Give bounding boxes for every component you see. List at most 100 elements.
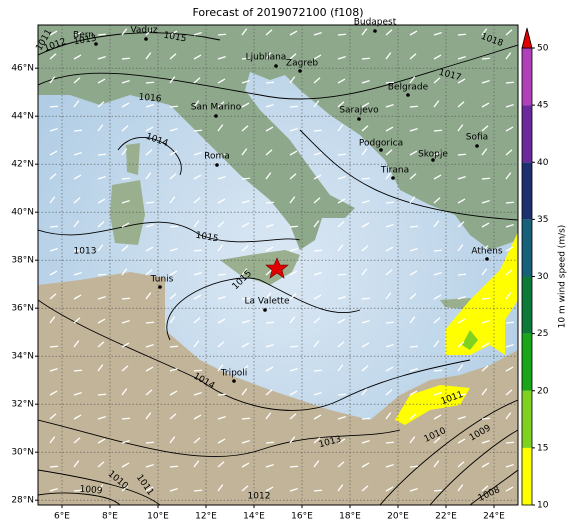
wind-barb xyxy=(241,319,250,324)
wind-barb xyxy=(217,295,226,300)
wind-barb xyxy=(505,412,512,420)
wind-barb xyxy=(97,33,107,36)
x-tick-label: 22°E xyxy=(435,512,457,522)
wind-barb xyxy=(169,30,178,36)
wind-barb xyxy=(169,247,178,252)
wind-barb xyxy=(73,437,81,444)
wind-barb xyxy=(241,485,249,492)
wind-barb xyxy=(241,417,251,420)
wind-barb xyxy=(385,486,394,492)
wind-barb xyxy=(145,412,152,420)
colorbar-segment xyxy=(522,162,532,220)
wind-barb xyxy=(481,462,490,468)
wind-barb xyxy=(481,319,490,324)
wind-barb xyxy=(481,342,490,348)
wind-barb xyxy=(457,153,467,156)
wind-barb xyxy=(481,365,489,372)
city-label: San Marino xyxy=(191,103,242,113)
wind-barb xyxy=(49,487,58,492)
wind-barb xyxy=(385,29,393,36)
wind-barb xyxy=(49,105,59,108)
wind-barb xyxy=(73,460,80,468)
wind-barb xyxy=(409,316,416,324)
wind-barb xyxy=(409,225,419,228)
wind-barb xyxy=(289,465,299,468)
colorbar-segment xyxy=(522,447,532,505)
wind-barb xyxy=(457,393,467,396)
wind-barb xyxy=(433,54,442,60)
wind-barb xyxy=(169,150,178,156)
wind-barb xyxy=(145,366,154,372)
wind-barb xyxy=(169,316,176,324)
city-marker xyxy=(357,117,361,121)
wind-barb xyxy=(361,388,368,396)
wind-barb xyxy=(121,388,128,396)
wind-barb xyxy=(313,460,320,468)
wind-barb xyxy=(73,294,82,300)
wind-barb xyxy=(73,100,80,108)
wind-barb xyxy=(289,53,297,60)
wind-barb xyxy=(505,126,514,132)
wind-barb xyxy=(337,273,347,276)
wind-barb xyxy=(337,461,345,468)
wind-barb xyxy=(337,244,344,252)
wind-barb xyxy=(505,292,512,300)
colorbar-segment xyxy=(522,333,532,391)
wind-barb xyxy=(409,53,417,60)
wind-barb xyxy=(385,223,394,228)
wind-barb xyxy=(265,412,272,420)
wind-barb xyxy=(265,292,272,300)
wind-barb xyxy=(145,389,153,396)
colorbar-tick-label: 20 xyxy=(537,386,549,396)
colorbar-tick-label: 15 xyxy=(537,443,548,453)
wind-barb xyxy=(121,297,131,300)
y-tick-label: 28°N xyxy=(11,496,34,506)
wind-area xyxy=(445,232,518,355)
wind-barb xyxy=(73,249,83,252)
wind-barb xyxy=(433,460,440,468)
wind-barb xyxy=(433,197,441,204)
wind-barb xyxy=(457,273,467,276)
city-label: Sofia xyxy=(466,133,488,143)
colorbar-segment xyxy=(522,276,532,334)
city-label: Ljubliana xyxy=(246,53,287,63)
wind-barb xyxy=(193,100,200,108)
wind-barb xyxy=(241,245,249,252)
wind-barb xyxy=(217,393,227,396)
isobar-label: 1013 xyxy=(73,34,97,48)
wind-barb xyxy=(505,269,513,276)
wind-barb xyxy=(337,55,346,60)
wind-barb xyxy=(433,391,442,396)
wind-barb xyxy=(433,271,442,276)
wind-barb xyxy=(337,221,345,228)
wind-barb xyxy=(505,366,514,372)
wind-barbs xyxy=(49,28,515,492)
wind-barb xyxy=(433,489,443,492)
colorbar-tick-label: 40 xyxy=(537,158,549,168)
wind-barb xyxy=(73,129,83,132)
wind-barb xyxy=(433,129,443,132)
wind-barb xyxy=(121,319,130,324)
wind-barb xyxy=(385,463,394,468)
isobars xyxy=(38,32,518,505)
wind-barb xyxy=(73,197,81,204)
wind-barb xyxy=(241,199,250,204)
wind-barb xyxy=(481,439,490,444)
city-label: Tirana xyxy=(380,166,409,176)
y-tick-label: 30°N xyxy=(11,448,34,458)
wind-barb xyxy=(169,413,177,420)
wind-barb xyxy=(169,53,177,60)
wind-barb xyxy=(481,388,488,396)
wind-barb xyxy=(97,341,105,348)
wind-barb xyxy=(289,436,296,444)
y-tick-label: 40°N xyxy=(11,208,34,218)
wind-barb xyxy=(313,391,322,396)
wind-barb xyxy=(241,462,250,468)
wind-barb xyxy=(481,297,491,300)
wind-barb xyxy=(73,151,82,156)
wind-barb xyxy=(361,365,369,372)
wind-barb xyxy=(409,436,416,444)
wind-barb xyxy=(361,177,371,180)
wind-barb xyxy=(73,54,82,60)
wind-barb xyxy=(49,150,58,156)
